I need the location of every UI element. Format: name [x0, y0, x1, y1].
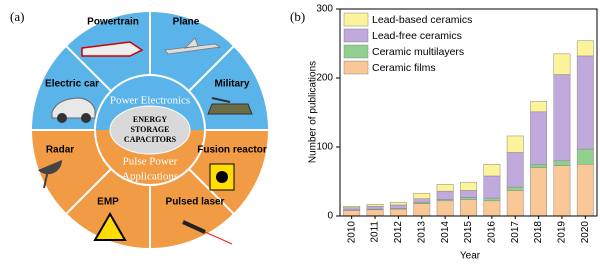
legend-swatch [343, 60, 369, 75]
legend-label: Lead-based ceramics [372, 14, 472, 26]
center-ellipse [109, 105, 191, 155]
y-tick-label: 0 [327, 211, 333, 222]
y-tick-label: 300 [316, 4, 333, 15]
legend-swatch [343, 12, 369, 27]
y-tick-label: 100 [316, 142, 333, 153]
x-tick-label: 2020 [580, 221, 591, 244]
bar-segment [483, 200, 501, 217]
bar-segment [553, 165, 571, 217]
plot-frame [339, 8, 598, 217]
x-tick-label: 2010 [346, 221, 357, 244]
y-tick-label: 200 [316, 73, 333, 84]
legend-swatch [343, 28, 369, 43]
center-label: CAPACITORS [124, 135, 177, 144]
bar-segment [413, 198, 431, 203]
x-tick-label: 2016 [487, 221, 498, 244]
diagram: (a) Powertrain Plane Electric c [0, 0, 268, 248]
inner-label: Power Electronics [110, 95, 190, 107]
sector-label: EMP [97, 197, 119, 208]
icons [0, 0, 253, 245]
bar-segment [506, 152, 524, 188]
sector-label: Plane [173, 17, 200, 28]
bar-segment [483, 197, 501, 202]
center-label: ENERGY [133, 115, 167, 124]
bar-segment [506, 186, 524, 191]
bar-segment [366, 204, 384, 207]
x-tick-label: 2015 [463, 221, 474, 244]
bar-segment [576, 164, 594, 217]
bar-segment [343, 206, 361, 208]
bar-segment [576, 148, 594, 165]
legend-swatch [343, 44, 369, 59]
legend-label: Lead-free ceramics [372, 30, 462, 42]
bar-segment [576, 55, 594, 150]
sector-label: Powertrain [87, 17, 139, 28]
bar-segment [413, 192, 431, 199]
legend-label: Ceramic films [372, 62, 436, 74]
bar-segment [576, 40, 594, 57]
x-tick-label: 2012 [393, 221, 404, 244]
panel-label: (b) [290, 9, 305, 24]
bar-segment [460, 181, 477, 191]
inner-ring [94, 74, 206, 186]
bar-segment [389, 208, 407, 217]
x-tick-label: 2013 [416, 221, 427, 244]
bar-segment [460, 197, 477, 200]
bar-segment [530, 111, 548, 165]
bar-segment [389, 204, 407, 209]
inner-label: Applications [122, 171, 178, 183]
bar-segment [413, 203, 431, 217]
panel-label: (a) [10, 9, 24, 24]
bar-segment [436, 190, 454, 200]
x-tick-label: 2017 [510, 221, 521, 244]
x-axis-title: Year [460, 251, 481, 262]
bar-segment [483, 164, 501, 177]
bar-segment [506, 135, 524, 153]
bar-segment [366, 206, 384, 210]
x-tick-label: 2019 [557, 221, 568, 244]
spokes [32, 12, 268, 248]
sector-label: Radar [46, 145, 74, 156]
bar-segment [389, 201, 407, 206]
bar-segment [530, 101, 548, 113]
bar-segment [343, 207, 361, 211]
bar-segment [436, 184, 454, 192]
x-tick-label: 2014 [440, 221, 451, 244]
bar-segment [506, 190, 524, 217]
bar-segment [366, 209, 384, 217]
x-tick-label: 2011 [370, 221, 381, 243]
chart: (b) Year Number of publications 0 100 200 3… [290, 4, 598, 262]
sector-label: Pulsed laser [166, 197, 225, 208]
center-label: STORAGE [131, 125, 170, 134]
y-axis-title: Number of publications [308, 61, 319, 163]
bar-segment [483, 175, 501, 199]
x-tick-label: 2018 [533, 221, 544, 244]
sector-label: Military [214, 79, 249, 90]
sector-label: Fusion reactor [197, 145, 267, 156]
bar-segment [530, 164, 548, 168]
bar-segment [343, 210, 361, 217]
bar-segment [436, 200, 454, 217]
inner-label: Pulse Power [123, 156, 178, 168]
bar-segment [530, 167, 548, 217]
bar-segment [460, 199, 477, 217]
bar-segment [553, 53, 571, 75]
legend-label: Ceramic multilayers [372, 46, 464, 58]
bar-segment [460, 190, 477, 198]
sector-label: Electric car [45, 79, 99, 90]
bar-segment [553, 74, 571, 162]
bar-segment [553, 160, 571, 166]
